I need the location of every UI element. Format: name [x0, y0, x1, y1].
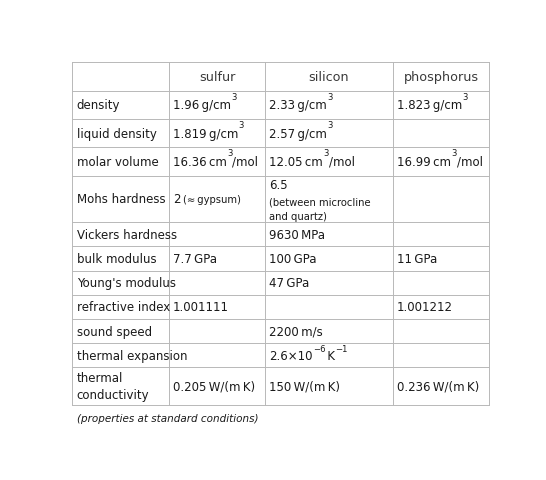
Text: Young's modulus: Young's modulus	[76, 276, 176, 289]
Text: 2.57 g/cm: 2.57 g/cm	[269, 127, 327, 140]
Text: conductivity: conductivity	[76, 388, 150, 401]
Text: /mol: /mol	[329, 156, 354, 168]
Text: bulk modulus: bulk modulus	[76, 252, 156, 265]
Text: 2.33 g/cm: 2.33 g/cm	[269, 99, 327, 112]
Text: 1.96 g/cm: 1.96 g/cm	[173, 99, 231, 112]
Text: 0.205 W/(m K): 0.205 W/(m K)	[173, 380, 255, 393]
Text: 16.99 cm: 16.99 cm	[397, 156, 451, 168]
Text: 7.7 GPa: 7.7 GPa	[173, 252, 217, 265]
Text: 3: 3	[327, 93, 333, 102]
Text: 47 GPa: 47 GPa	[269, 276, 310, 289]
Text: (≈ gypsum): (≈ gypsum)	[183, 194, 241, 204]
Text: 0.236 W/(m K): 0.236 W/(m K)	[397, 380, 479, 393]
Text: K: K	[325, 349, 335, 362]
Text: 1.823 g/cm: 1.823 g/cm	[397, 99, 462, 112]
Text: density: density	[76, 99, 120, 112]
Text: silicon: silicon	[308, 71, 349, 84]
Text: 2: 2	[173, 193, 181, 206]
Text: molar volume: molar volume	[76, 156, 158, 168]
Text: 3: 3	[327, 121, 333, 130]
Text: /mol: /mol	[456, 156, 483, 168]
Text: 16.36 cm: 16.36 cm	[173, 156, 227, 168]
Text: −1: −1	[335, 344, 348, 353]
Text: 2.6×10: 2.6×10	[269, 349, 313, 362]
Text: 3: 3	[227, 149, 232, 158]
Text: (between microcline: (between microcline	[269, 197, 371, 207]
Text: 3: 3	[323, 149, 329, 158]
Text: 9630 MPa: 9630 MPa	[269, 228, 325, 241]
Text: Mohs hardness: Mohs hardness	[76, 193, 165, 206]
Text: 1.001111: 1.001111	[173, 301, 229, 314]
Text: 100 GPa: 100 GPa	[269, 252, 317, 265]
Text: 1.819 g/cm: 1.819 g/cm	[173, 127, 239, 140]
Text: 3: 3	[451, 149, 456, 158]
Text: 1.001212: 1.001212	[397, 301, 453, 314]
Text: 12.05 cm: 12.05 cm	[269, 156, 323, 168]
Text: 150 W/(m K): 150 W/(m K)	[269, 380, 340, 393]
Text: thermal expansion: thermal expansion	[76, 349, 187, 362]
Text: 3: 3	[462, 93, 468, 102]
Text: sulfur: sulfur	[199, 71, 235, 84]
Text: thermal: thermal	[76, 372, 123, 384]
Text: 3: 3	[231, 93, 236, 102]
Text: liquid density: liquid density	[76, 127, 157, 140]
Text: /mol: /mol	[232, 156, 258, 168]
Text: sound speed: sound speed	[76, 325, 152, 338]
Text: and quartz): and quartz)	[269, 211, 327, 221]
Text: 6.5: 6.5	[269, 179, 288, 192]
Text: 11 GPa: 11 GPa	[397, 252, 437, 265]
Text: Vickers hardness: Vickers hardness	[76, 228, 177, 241]
Text: refractive index: refractive index	[76, 301, 170, 314]
Text: 3: 3	[239, 121, 244, 130]
Text: −6: −6	[313, 344, 325, 353]
Text: phosphorus: phosphorus	[403, 71, 479, 84]
Text: 2200 m/s: 2200 m/s	[269, 325, 323, 338]
Text: (properties at standard conditions): (properties at standard conditions)	[76, 413, 258, 423]
